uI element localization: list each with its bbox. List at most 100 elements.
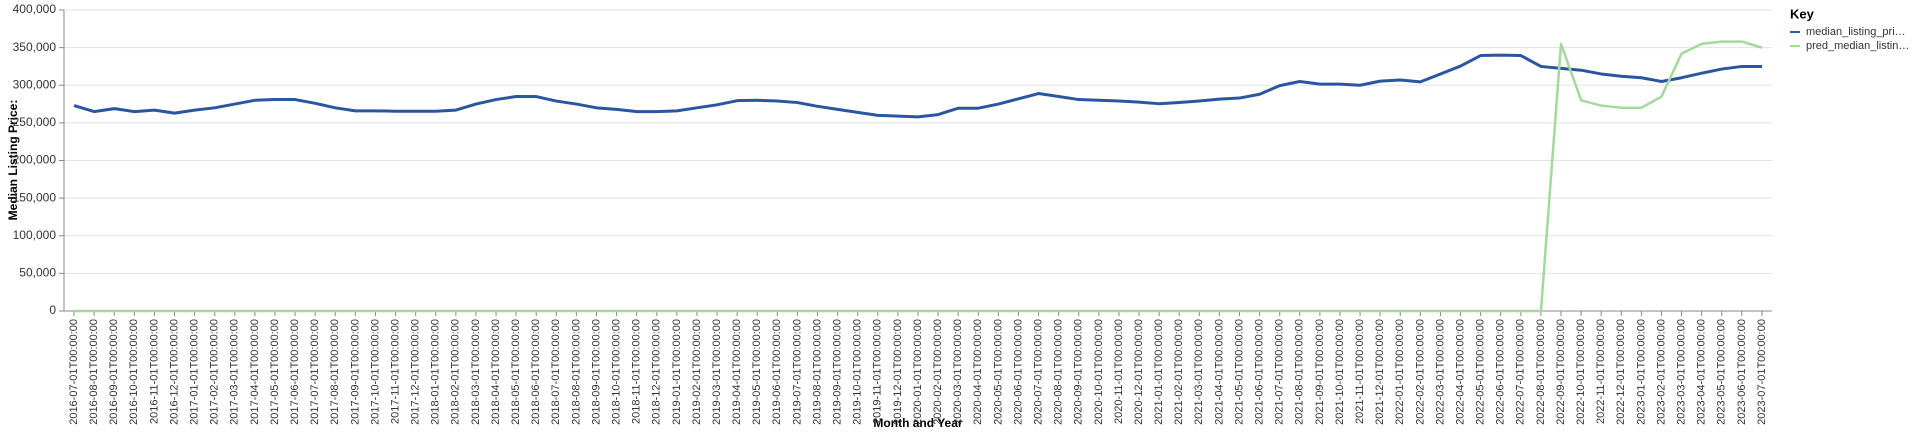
x-tick-label: 2017-01-01T00:00:00 (189, 319, 201, 425)
x-tick-label: 2023-02-01T00:00:00 (1655, 319, 1667, 425)
x-tick-label: 2023-03-01T00:00:00 (1675, 319, 1687, 425)
x-tick-label: 2020-02-01T00:00:00 (932, 319, 944, 425)
x-tick-label: 2018-04-01T00:00:00 (490, 319, 502, 425)
x-tick-label: 2023-05-01T00:00:00 (1716, 319, 1728, 425)
x-tick-label: 2021-02-01T00:00:00 (1173, 319, 1185, 425)
x-axis-title: Month and Year (873, 416, 962, 430)
x-tick-label: 2018-07-01T00:00:00 (550, 319, 562, 425)
x-tick-label: 2020-10-01T00:00:00 (1093, 319, 1105, 425)
y-tick-label: 350,000 (13, 40, 57, 54)
x-tick-label: 2019-10-01T00:00:00 (852, 319, 864, 425)
x-tick-label: 2021-06-01T00:00:00 (1254, 319, 1266, 425)
x-tick-label: 2021-08-01T00:00:00 (1294, 319, 1306, 425)
y-tick-label: 300,000 (13, 77, 57, 91)
x-tick-label: 2016-07-01T00:00:00 (68, 319, 80, 425)
x-tick-label: 2017-11-01T00:00:00 (389, 319, 401, 424)
x-tick-label: 2021-10-01T00:00:00 (1334, 319, 1346, 425)
x-tick-label: 2016-08-01T00:00:00 (88, 319, 100, 425)
x-tick-label: 2017-10-01T00:00:00 (369, 319, 381, 425)
x-tick-label: 2020-01-01T00:00:00 (912, 319, 924, 425)
x-tick-label: 2019-09-01T00:00:00 (832, 319, 844, 425)
x-tick-label: 2017-03-01T00:00:00 (229, 319, 241, 425)
x-tick-label: 2017-02-01T00:00:00 (209, 319, 221, 425)
y-axis-title: Median Listing Price: (6, 100, 20, 221)
x-tick-label: 2022-03-01T00:00:00 (1434, 319, 1446, 425)
y-tick-label: 100,000 (13, 228, 57, 242)
x-tick-label: 2016-11-01T00:00:00 (148, 319, 160, 424)
x-tick-label: 2022-11-01T00:00:00 (1595, 319, 1607, 424)
y-tick-label: 50,000 (19, 266, 56, 280)
y-tick-label: 250,000 (13, 115, 57, 129)
x-tick-label: 2019-04-01T00:00:00 (731, 319, 743, 425)
x-tick-label: 2022-05-01T00:00:00 (1475, 319, 1487, 425)
x-tick-label: 2017-07-01T00:00:00 (309, 319, 321, 425)
x-tick-label: 2018-11-01T00:00:00 (631, 319, 643, 424)
x-tick-label: 2022-01-01T00:00:00 (1394, 319, 1406, 425)
x-tick-label: 2018-03-01T00:00:00 (470, 319, 482, 425)
x-tick-label: 2022-04-01T00:00:00 (1454, 319, 1466, 425)
x-tick-label: 2023-06-01T00:00:00 (1736, 319, 1748, 425)
x-tick-label: 2016-09-01T00:00:00 (108, 319, 120, 425)
x-tick-label: 2021-05-01T00:00:00 (1233, 319, 1245, 425)
x-tick-label: 2022-09-01T00:00:00 (1555, 319, 1567, 425)
x-tick-label: 2022-06-01T00:00:00 (1495, 319, 1507, 425)
x-tick-label: 2017-12-01T00:00:00 (410, 319, 422, 425)
x-tick-label: 2020-04-01T00:00:00 (972, 319, 984, 425)
x-tick-label: 2021-07-01T00:00:00 (1274, 319, 1286, 425)
x-tick-label: 2019-11-01T00:00:00 (872, 319, 884, 424)
x-tick-label: 2019-05-01T00:00:00 (751, 319, 763, 425)
x-tick-label: 2017-05-01T00:00:00 (269, 319, 281, 425)
x-tick-label: 2019-06-01T00:00:00 (771, 319, 783, 425)
series-line (73, 53, 1762, 119)
x-tick-label: 2020-06-01T00:00:00 (1012, 319, 1024, 425)
x-tick-label: 2016-10-01T00:00:00 (128, 319, 140, 425)
x-tick-label: 2022-07-01T00:00:00 (1515, 319, 1527, 425)
x-tick-label: 2022-08-01T00:00:00 (1535, 319, 1547, 425)
x-tick-label: 2018-09-01T00:00:00 (590, 319, 602, 425)
x-tick-label: 2018-06-01T00:00:00 (530, 319, 542, 425)
x-tick-label: 2022-10-01T00:00:00 (1575, 319, 1587, 425)
x-tick-label: 2021-01-01T00:00:00 (1153, 319, 1165, 425)
y-tick-label: 0 (49, 303, 56, 317)
x-tick-label: 2018-01-01T00:00:00 (430, 319, 442, 425)
x-tick-label: 2019-02-01T00:00:00 (691, 319, 703, 425)
x-tick-label: 2023-07-01T00:00:00 (1756, 319, 1768, 425)
x-tick-label: 2021-09-01T00:00:00 (1314, 319, 1326, 425)
x-tick-label: 2018-10-01T00:00:00 (610, 319, 622, 425)
x-tick-label: 2019-07-01T00:00:00 (791, 319, 803, 425)
x-tick-label: 2018-08-01T00:00:00 (570, 319, 582, 425)
x-tick-label: 2020-07-01T00:00:00 (1032, 319, 1044, 425)
x-tick-label: 2020-03-01T00:00:00 (952, 319, 964, 425)
x-tick-label: 2017-08-01T00:00:00 (329, 319, 341, 425)
x-tick-label: 2017-04-01T00:00:00 (249, 319, 261, 425)
x-tick-label: 2017-09-01T00:00:00 (349, 319, 361, 425)
x-tick-label: 2021-04-01T00:00:00 (1213, 319, 1225, 425)
x-tick-label: 2020-09-01T00:00:00 (1073, 319, 1085, 425)
x-tick-label: 2021-03-01T00:00:00 (1193, 319, 1205, 425)
y-tick-label: 200,000 (13, 153, 57, 167)
y-tick-label: 400,000 (13, 2, 57, 16)
x-tick-label: 2023-01-01T00:00:00 (1635, 319, 1647, 425)
x-tick-label: 2018-12-01T00:00:00 (651, 319, 663, 425)
x-tick-label: 2019-12-01T00:00:00 (892, 319, 904, 425)
x-tick-label: 2019-01-01T00:00:00 (671, 319, 683, 425)
x-tick-label: 2019-08-01T00:00:00 (811, 319, 823, 425)
x-tick-label: 2017-06-01T00:00:00 (289, 319, 301, 425)
y-tick-label: 150,000 (13, 190, 57, 204)
x-tick-label: 2016-12-01T00:00:00 (168, 319, 180, 425)
x-tick-label: 2018-02-01T00:00:00 (450, 319, 462, 425)
x-tick-label: 2022-02-01T00:00:00 (1414, 319, 1426, 425)
x-tick-label: 2020-12-01T00:00:00 (1133, 319, 1145, 425)
x-tick-label: 2020-11-01T00:00:00 (1113, 319, 1125, 424)
x-tick-label: 2020-08-01T00:00:00 (1053, 319, 1065, 425)
x-tick-label: 2021-11-01T00:00:00 (1354, 319, 1366, 424)
legend-label: pred_median_listin… (1806, 40, 1909, 52)
series-line (74, 40, 1763, 313)
legend-title: Key (1790, 6, 1815, 21)
x-tick-label: 2019-03-01T00:00:00 (711, 319, 723, 425)
x-tick-label: 2022-12-01T00:00:00 (1615, 319, 1627, 425)
x-tick-label: 2020-05-01T00:00:00 (992, 319, 1004, 425)
legend-label: median_listing_pri… (1806, 26, 1906, 38)
x-tick-label: 2021-12-01T00:00:00 (1374, 319, 1386, 425)
